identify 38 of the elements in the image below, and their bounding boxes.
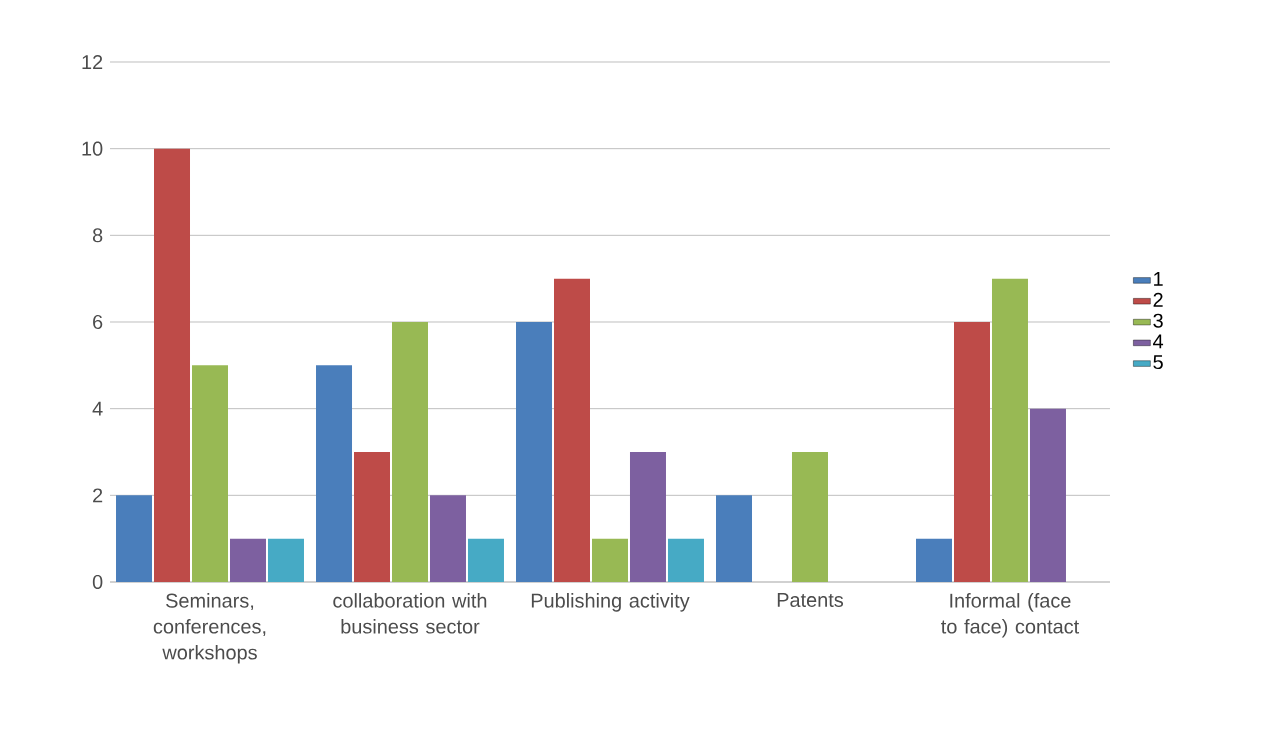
bar	[116, 495, 153, 582]
x-tick-label: collaboration with business sector	[333, 593, 487, 634]
y-tick-label: 12	[82, 55, 103, 69]
bar	[229, 538, 266, 582]
y-tick-label: 8	[92, 228, 103, 243]
bar	[516, 322, 553, 582]
x-tick-label: Informal (face to face) contact	[941, 593, 1080, 638]
bar	[629, 452, 666, 582]
bar	[267, 538, 304, 582]
bar	[591, 538, 628, 582]
bar	[916, 538, 952, 582]
legend-label: 4	[1153, 334, 1164, 349]
x-tick-label: Patents	[777, 593, 844, 607]
y-tick-label: 10	[82, 141, 103, 156]
legend-label: 3	[1153, 313, 1163, 328]
bar	[392, 322, 428, 582]
legend-label: 5	[1153, 355, 1163, 370]
y-tick-label: 4	[92, 401, 103, 416]
bar	[192, 365, 228, 582]
bar	[554, 278, 590, 582]
bar	[791, 452, 828, 582]
legend-label: 1	[1154, 272, 1163, 286]
bar	[716, 495, 752, 582]
y-tick-label: 0	[92, 574, 103, 590]
x-tick-label: Publishing activity	[531, 593, 690, 612]
legend-label: 2	[1153, 292, 1163, 307]
bar	[1029, 408, 1066, 582]
bar	[354, 452, 390, 582]
y-tick-label: 2	[93, 488, 103, 503]
bar	[316, 365, 353, 582]
bar	[991, 278, 1028, 582]
bar	[667, 538, 704, 582]
bar	[429, 495, 466, 582]
y-tick-label: 6	[93, 314, 103, 330]
bar	[154, 148, 190, 582]
x-tick-label: Seminars, conferences, workshops	[153, 593, 266, 664]
bar	[954, 322, 990, 582]
bar	[467, 538, 504, 582]
